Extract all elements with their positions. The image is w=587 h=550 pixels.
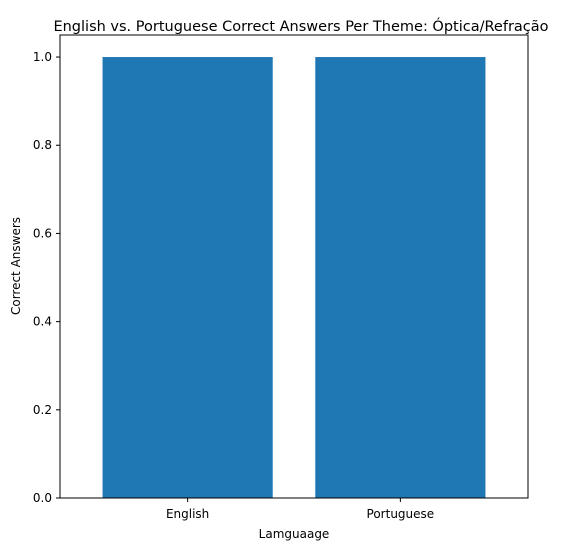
plot-frame — [59, 34, 529, 499]
x-axis: English Portuguese — [166, 498, 434, 521]
chart-title: English vs. Portuguese Correct Answers P… — [53, 17, 548, 35]
y-axis-label: Correct Answers — [9, 217, 23, 315]
y-tick-label: 1.0 — [33, 50, 52, 64]
y-axis: 0.0 0.2 0.4 0.6 0.8 1.0 — [33, 50, 60, 505]
bars-layer — [102, 57, 486, 499]
y-tick-label: 0.0 — [33, 491, 52, 505]
y-tick-label: 0.4 — [33, 315, 52, 329]
bar-portuguese — [315, 57, 486, 499]
x-tick-label: Portuguese — [367, 507, 435, 521]
bar-english — [102, 57, 273, 499]
y-tick-label: 0.8 — [33, 138, 52, 152]
y-tick-label: 0.6 — [33, 226, 52, 240]
x-tick-label: English — [166, 507, 209, 521]
y-tick-label: 0.2 — [33, 403, 52, 417]
x-axis-label: Lamguaage — [259, 527, 330, 541]
